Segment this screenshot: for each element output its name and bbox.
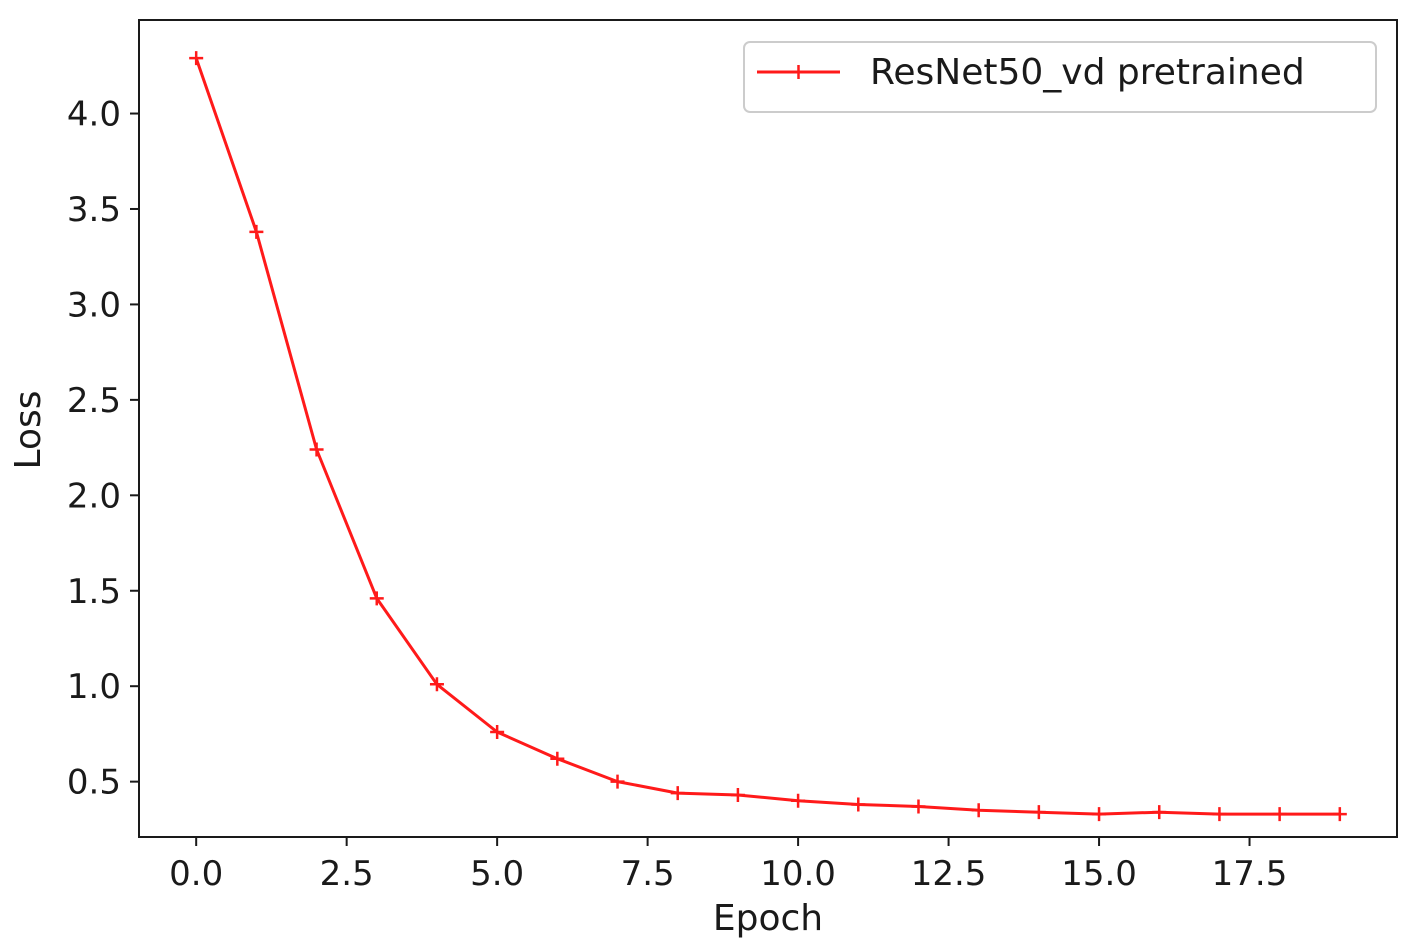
data-point-marker <box>670 786 685 801</box>
y-tick-label: 3.0 <box>67 285 121 325</box>
y-tick-label: 1.0 <box>67 667 121 707</box>
data-point-marker <box>1272 807 1287 822</box>
data-point-marker <box>490 725 505 740</box>
data-point-marker <box>1152 805 1167 820</box>
x-tick-label: 5.0 <box>470 854 524 894</box>
legend: ResNet50_vd pretrained <box>743 41 1377 113</box>
data-point-marker <box>1031 805 1046 820</box>
x-axis-ticks: 0.0 2.5 5.0 7.5 10.0 12.5 15.0 17.5 <box>169 837 1287 894</box>
data-point-marker <box>550 751 565 766</box>
data-point-marker <box>1212 807 1227 822</box>
y-tick-label: 3.5 <box>67 190 121 230</box>
data-point-marker <box>429 677 444 692</box>
x-tick-label: 7.5 <box>621 854 675 894</box>
data-point-marker <box>730 788 745 803</box>
x-tick-label: 10.0 <box>760 854 836 894</box>
x-tick-label: 2.5 <box>320 854 374 894</box>
series-line <box>194 57 1340 816</box>
data-point-marker <box>1092 807 1107 822</box>
legend-box <box>743 41 1377 113</box>
y-tick-label: 2.0 <box>67 476 121 516</box>
data-point-marker <box>791 793 806 808</box>
data-point-marker <box>189 51 204 66</box>
legend-entry-label: ResNet50_vd pretrained <box>870 52 1305 93</box>
data-point-marker <box>1332 807 1347 822</box>
series-layer <box>189 51 1347 822</box>
data-point-marker <box>249 224 264 239</box>
data-point-marker <box>610 774 625 789</box>
data-point-marker <box>369 591 384 606</box>
y-axis-label: Loss <box>8 391 49 470</box>
data-point-marker <box>309 442 324 457</box>
y-tick-label: 4.0 <box>67 95 121 135</box>
y-axis-ticks: 0.5 1.0 1.5 2.0 2.5 3.0 3.5 4.0 <box>67 95 139 803</box>
y-tick-label: 2.5 <box>67 381 121 421</box>
y-tick-label: 0.5 <box>67 763 121 803</box>
y-tick-label: 1.5 <box>67 572 121 612</box>
x-tick-label: 17.5 <box>1212 854 1288 894</box>
x-tick-label: 15.0 <box>1061 854 1137 894</box>
legend-marker-swatch <box>791 65 806 79</box>
x-tick-label: 12.5 <box>911 854 987 894</box>
x-tick-label: 0.0 <box>169 854 223 894</box>
x-axis-label: Epoch <box>713 898 823 939</box>
data-point-marker <box>851 797 866 812</box>
plot-area-frame <box>138 19 1398 838</box>
data-point-marker <box>911 799 926 814</box>
data-point-marker <box>971 803 986 818</box>
